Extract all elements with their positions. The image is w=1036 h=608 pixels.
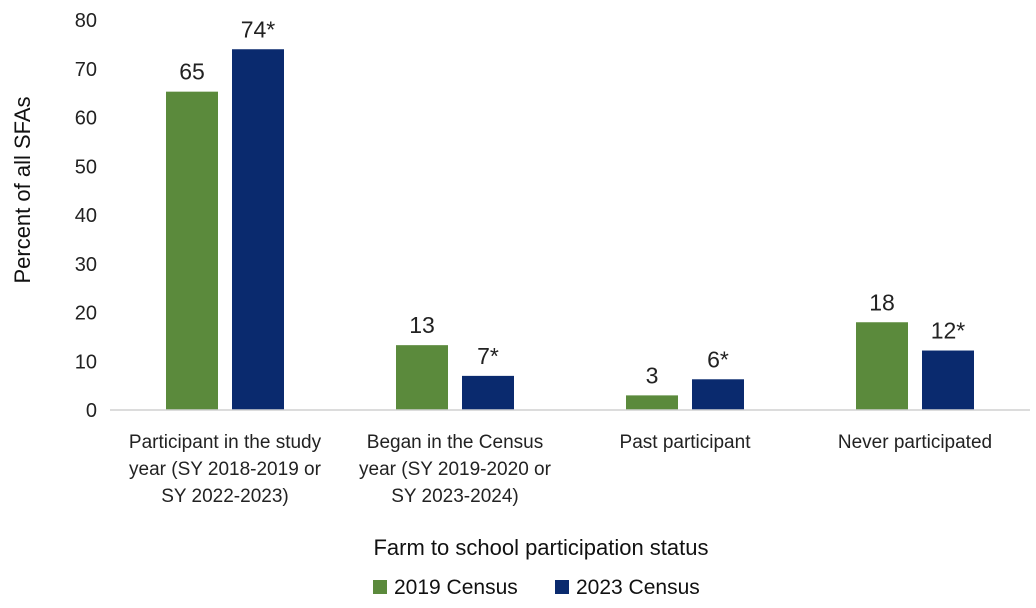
legend-swatch [373,580,387,594]
bar [166,91,218,410]
bar-value-label: 12* [931,318,966,344]
bar-value-label: 65 [179,59,205,85]
bar-value-label: 13 [409,312,435,338]
data-labels: 65 74* 13 7* 3 6* 18 12* [179,16,965,388]
x-tick-label: SY 2022-2023) [161,486,288,507]
bars [166,49,974,410]
y-tick-label: 0 [86,400,97,422]
x-tick-label: Participant in the study [129,432,322,453]
x-tick-label: year (SY 2018-2019 or [129,459,322,480]
bar [626,395,678,410]
bar-value-label: 74* [241,16,276,42]
legend-swatch [555,580,569,594]
x-axis: Participant in the study year (SY 2018-20… [129,432,992,507]
x-tick-label: Never participated [838,432,992,453]
x-tick-label: SY 2023-2024) [391,486,518,507]
bar [692,379,744,410]
y-axis-title: Percent of all SFAs [10,96,35,283]
y-tick-label: 50 [75,156,97,178]
bar-value-label: 18 [869,289,895,315]
bar-value-label: 6* [707,346,729,372]
x-tick-label: Past participant [620,432,752,453]
legend: 2019 Census 2023 Census [373,576,700,599]
legend-label: 2019 Census [394,576,518,599]
bar [396,345,448,410]
y-tick-label: 30 [75,254,97,276]
bar-value-label: 3 [646,362,659,388]
x-axis-title: Farm to school participation status [373,535,708,560]
bar [232,49,284,410]
y-tick-label: 40 [75,205,97,227]
legend-label: 2023 Census [576,576,700,599]
y-tick-label: 10 [75,351,97,373]
y-tick-label: 60 [75,108,97,130]
bar [856,322,908,410]
bar [922,350,974,410]
y-tick-label: 70 [75,59,97,81]
x-tick-label: Began in the Census [367,432,543,453]
y-tick-label: 80 [75,10,97,32]
y-tick-label: 20 [75,303,97,325]
bar-value-label: 7* [477,343,499,369]
x-tick-label: year (SY 2019-2020 or [359,459,552,480]
bar [462,375,514,410]
y-axis: 0 10 20 30 40 50 60 70 80 [75,10,97,422]
